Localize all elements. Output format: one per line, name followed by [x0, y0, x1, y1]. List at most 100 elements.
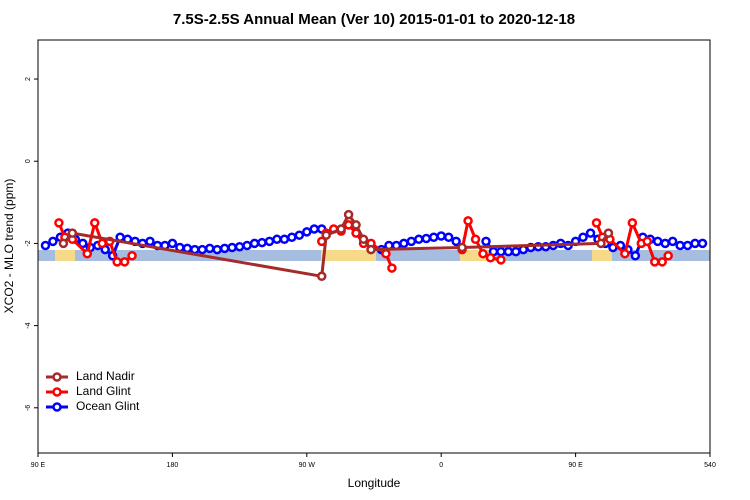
point	[649, 257, 660, 267]
point	[302, 227, 312, 237]
series	[40, 224, 708, 261]
point	[585, 228, 596, 238]
point	[503, 246, 514, 257]
point	[321, 230, 331, 240]
x-tick-label: 90 W	[299, 462, 316, 469]
point	[287, 232, 297, 243]
series-line	[62, 211, 610, 279]
point	[264, 236, 275, 247]
point	[485, 253, 496, 263]
point	[182, 243, 193, 254]
point	[496, 255, 506, 265]
point	[470, 234, 481, 245]
point	[358, 234, 369, 245]
legend-marker	[52, 402, 62, 412]
x-tick-label: 90 E	[31, 462, 46, 469]
point	[119, 257, 130, 267]
plot-frame	[37, 39, 711, 454]
point	[40, 240, 51, 251]
point	[596, 238, 606, 249]
point	[690, 238, 700, 249]
point	[481, 236, 491, 247]
point	[652, 236, 663, 247]
point	[272, 234, 282, 245]
land-patch	[321, 250, 376, 261]
chart-title: 7.5S-2.5S Annual Mean (Ver 10) 2015-01-0…	[173, 11, 575, 28]
land-patch	[592, 250, 612, 261]
point	[112, 257, 122, 267]
point	[78, 238, 88, 249]
point	[443, 232, 454, 243]
point	[578, 232, 588, 243]
point	[227, 242, 237, 253]
x-tick-label: 180	[167, 462, 179, 469]
point	[242, 240, 252, 251]
legend-marker	[52, 372, 62, 382]
point	[257, 237, 267, 248]
point	[197, 244, 208, 255]
point	[234, 241, 245, 252]
point	[682, 240, 693, 251]
y-tick-label: 0	[25, 159, 32, 163]
point	[58, 238, 69, 249]
point	[127, 250, 137, 261]
point	[428, 232, 439, 243]
series	[58, 209, 614, 282]
point	[620, 248, 630, 259]
point	[82, 248, 93, 259]
point	[667, 236, 678, 247]
point	[697, 238, 708, 249]
x-tick-label: 540	[704, 462, 716, 469]
point	[279, 234, 290, 245]
point	[145, 236, 155, 247]
point	[496, 246, 506, 257]
point	[48, 236, 58, 247]
x-tick-label: 90 E	[568, 462, 583, 469]
point	[511, 246, 521, 257]
point	[436, 231, 446, 241]
x-tick-label: 0	[439, 462, 443, 469]
point	[463, 216, 473, 226]
legend-label: Land Glint	[76, 384, 131, 398]
land-patch	[55, 250, 75, 261]
point	[351, 220, 361, 230]
y-tick-label: 2	[25, 77, 32, 81]
point	[630, 250, 641, 261]
legend-label: Ocean Glint	[76, 399, 140, 413]
point	[366, 244, 376, 255]
point	[204, 243, 215, 254]
y-tick-label: -2	[25, 240, 32, 246]
point	[642, 236, 653, 247]
y-tick-label: -4	[25, 322, 32, 328]
point	[89, 218, 100, 228]
point	[190, 244, 200, 255]
point	[381, 248, 391, 259]
point	[627, 218, 638, 228]
point	[294, 230, 305, 240]
point	[97, 238, 107, 249]
x-axis-label: Longitude	[348, 476, 401, 490]
point	[414, 234, 424, 245]
point	[212, 244, 222, 255]
point	[406, 236, 417, 247]
point	[591, 218, 602, 228]
point	[167, 238, 178, 249]
point	[387, 263, 397, 273]
point	[219, 243, 230, 254]
point	[421, 233, 432, 244]
point	[657, 257, 667, 267]
series-line	[57, 215, 670, 269]
point	[67, 228, 78, 238]
point	[343, 209, 354, 220]
surface-band	[38, 250, 710, 261]
point	[336, 224, 346, 234]
point	[309, 224, 320, 234]
point	[451, 236, 461, 247]
point	[663, 250, 673, 261]
land-patch	[460, 250, 496, 261]
legend-label: Land Nadir	[76, 369, 135, 383]
point	[660, 238, 670, 249]
point	[675, 240, 685, 251]
